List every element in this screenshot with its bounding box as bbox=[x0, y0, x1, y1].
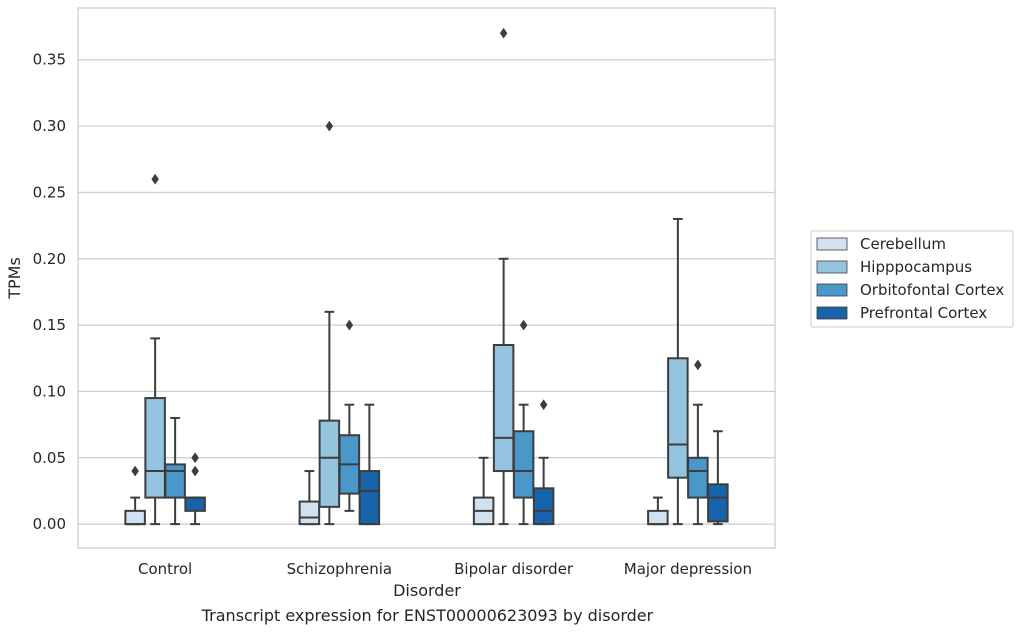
legend-label: Hipppocampus bbox=[860, 258, 972, 276]
box-prefrontal-cortex bbox=[532, 399, 555, 526]
box-iqr bbox=[707, 483, 729, 523]
outlier-point bbox=[191, 465, 199, 477]
outlier-point bbox=[151, 173, 159, 185]
box-cerebellum bbox=[298, 470, 321, 526]
legend-label: Prefrontal Cortex bbox=[860, 304, 987, 322]
x-tick-label: Major depression bbox=[624, 560, 752, 578]
outlier-point bbox=[499, 27, 508, 39]
y-axis-label: TPMs bbox=[5, 257, 24, 300]
outlier-point bbox=[325, 120, 334, 132]
box-hipppocampus bbox=[492, 27, 515, 526]
box-prefrontal-cortex bbox=[184, 452, 206, 526]
legend-swatch bbox=[816, 237, 848, 251]
box-prefrontal-cortex bbox=[707, 430, 729, 526]
box-orbitofontal-cortex bbox=[338, 319, 361, 512]
box-cerebellum bbox=[647, 496, 669, 526]
outlier-point bbox=[191, 452, 199, 464]
legend-swatch bbox=[816, 283, 848, 297]
y-tick-label: 0.35 bbox=[33, 51, 66, 69]
box-iqr bbox=[512, 430, 535, 499]
box-orbitofontal-cortex bbox=[687, 359, 709, 526]
y-tick-label: 0.30 bbox=[33, 117, 66, 135]
outlier-point bbox=[519, 319, 528, 331]
box-iqr bbox=[492, 344, 515, 473]
outlier-point bbox=[539, 399, 548, 411]
box-hipppocampus bbox=[318, 120, 341, 526]
y-tick-label: 0.25 bbox=[33, 183, 66, 201]
box-iqr bbox=[144, 397, 166, 499]
x-axis-label: Disorder bbox=[393, 581, 461, 600]
box-orbitofontal-cortex bbox=[164, 416, 186, 526]
box-iqr bbox=[298, 500, 321, 526]
y-tick-label: 0.05 bbox=[33, 449, 66, 467]
box-iqr bbox=[647, 509, 669, 526]
box-iqr bbox=[687, 456, 709, 499]
box-hipppocampus bbox=[144, 173, 166, 526]
y-tick-label: 0.10 bbox=[33, 382, 66, 400]
box-cerebellum bbox=[472, 456, 495, 526]
outlier-point bbox=[131, 465, 139, 477]
legend-frame bbox=[810, 230, 1014, 328]
x-tick-label: Schizophrenia bbox=[287, 560, 392, 578]
box-prefrontal-cortex bbox=[358, 403, 381, 526]
box-iqr bbox=[184, 496, 206, 512]
legend-swatch bbox=[816, 260, 848, 274]
legend-swatch bbox=[816, 306, 848, 320]
box-iqr bbox=[532, 487, 555, 526]
legend: Cerebellum Hipppocampus Orbitofontal Corte… bbox=[810, 230, 1014, 328]
x-tick-label: Bipolar disorder bbox=[454, 560, 574, 578]
y-tick-label: 0.15 bbox=[33, 316, 66, 334]
y-tick-label: 0.00 bbox=[33, 515, 66, 533]
box-iqr bbox=[358, 470, 381, 526]
y-tick-labels: 0.00 0.05 0.10 0.15 0.20 0.25 0.30 0.35 bbox=[33, 51, 66, 533]
outlier-point bbox=[694, 359, 702, 371]
outlier-point bbox=[345, 319, 354, 331]
plot-area-frame bbox=[77, 7, 776, 549]
x-tick-labels: Control Schizophrenia Bipolar disorder Majo… bbox=[138, 560, 752, 578]
box-iqr bbox=[164, 463, 186, 499]
box-hipppocampus bbox=[667, 217, 689, 526]
box-iqr bbox=[124, 509, 146, 526]
figure-caption: Transcript expression for ENST0000062309… bbox=[201, 606, 654, 625]
legend-label: Cerebellum bbox=[860, 235, 946, 253]
legend-label: Orbitofontal Cortex bbox=[860, 281, 1004, 299]
box-iqr bbox=[667, 357, 689, 479]
box-iqr bbox=[318, 419, 341, 508]
x-tick-label: Control bbox=[138, 560, 192, 578]
box-groups bbox=[124, 27, 729, 526]
y-tick-label: 0.20 bbox=[33, 250, 66, 268]
box-orbitofontal-cortex bbox=[512, 319, 535, 526]
box-cerebellum bbox=[124, 465, 146, 526]
